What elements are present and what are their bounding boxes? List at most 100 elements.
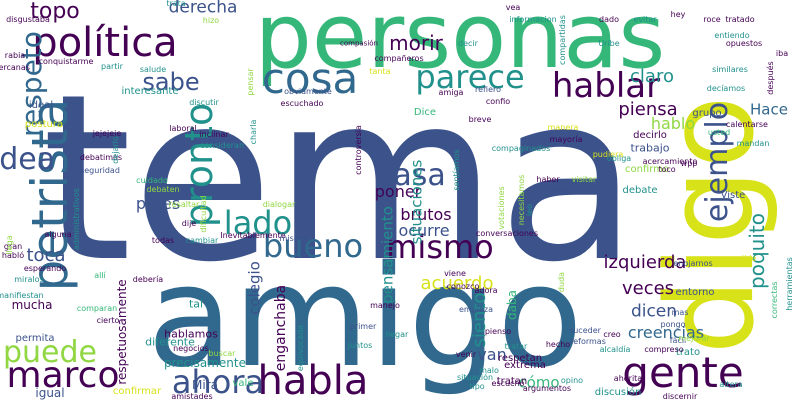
word-extrema: extrema [504, 360, 546, 371]
word-calentarse: calentarse [726, 120, 768, 129]
word-pienso: pienso [484, 327, 512, 336]
word-diferente: diferente [145, 335, 195, 349]
word-veces: veces [621, 278, 675, 299]
word-alcaldía: alcaldía [599, 345, 631, 354]
word-morir: morir [389, 31, 443, 55]
word-cercanas: cercanas [0, 63, 30, 72]
word-rabia: rabia [4, 51, 26, 60]
word-opino: opino [560, 376, 584, 385]
word-ideal: ideal [28, 100, 54, 111]
word-debaten: debaten [146, 185, 180, 194]
word-ahora: ahora [171, 363, 265, 400]
word-enganchaba: enganchaba [273, 284, 289, 372]
word-puede: puede [2, 335, 98, 370]
word-dije: dije [181, 219, 197, 228]
word-altera: altera [719, 380, 743, 389]
word-allí: allí [94, 271, 106, 280]
word-evitar: evitar [633, 15, 657, 24]
word-daba: daba [505, 290, 519, 320]
word-pensamiento: pensamiento [378, 206, 397, 304]
word-grupo: grupo [692, 108, 722, 119]
word-manera: manera [547, 123, 579, 132]
word-creencias: creencias [627, 323, 705, 342]
word-confio: confio [485, 97, 511, 106]
word-opuestos: opuestos [725, 39, 763, 48]
word-refiero: refiero [474, 85, 502, 94]
word-manifiestan: manifiestan [0, 291, 44, 300]
word-jejejeje: jejejeje [92, 129, 122, 138]
word-toca: toca [26, 245, 66, 266]
word-similares: similares [712, 65, 748, 74]
word-viene: viene [444, 269, 466, 278]
word-permita: permita [15, 333, 55, 344]
word-toco: toco [658, 165, 676, 174]
word-habla: habla [257, 358, 369, 400]
word-viste: Viste [720, 190, 746, 201]
word-forma: forma [548, 185, 572, 194]
word-hizo: hizo [202, 16, 220, 25]
word-visitar: visitar [571, 175, 597, 184]
word-hace: Hace [750, 100, 788, 119]
word-gente: gente [622, 348, 744, 397]
word-piensa: piensa [618, 99, 678, 120]
word-ocurre: ocurre [398, 221, 450, 240]
word-controversia: controversia [354, 125, 363, 175]
word-trato: trato [675, 347, 701, 358]
word-dialogar: dialogar [262, 200, 296, 209]
word-cosa: cosa [261, 54, 359, 103]
word-pares: pares [135, 194, 181, 213]
word-marco: marco [6, 355, 120, 396]
word-tema: tema [41, 46, 639, 313]
word-entiendo: entiendo [714, 31, 750, 40]
word-idea: idea [0, 142, 56, 177]
word-mayoría: mayoría [549, 135, 583, 144]
word-poquito: poquito [745, 213, 769, 289]
word-parece: parece [415, 58, 525, 96]
word-tipo: tipo [469, 382, 485, 391]
word-amigo: amigo [147, 236, 583, 399]
word-misma: misma [279, 234, 307, 243]
word-discusión: discusión [594, 387, 642, 398]
word-tratar: tratar [504, 342, 528, 351]
word-siento: siento [469, 292, 490, 348]
word-alguna: alguna [44, 230, 72, 239]
word-obliga: obliga [606, 154, 632, 163]
word-herramientas: herramientas [785, 257, 794, 311]
word-hablamos: hablamos [164, 327, 218, 341]
word-izquierda: izquierda [603, 252, 687, 273]
word-mismo: mismo [386, 228, 494, 266]
word-laboral: laboral [169, 124, 197, 133]
word-después: después [766, 61, 775, 95]
word-debatimos: debatimos [79, 153, 123, 162]
word-disgustaba: disgustaba [6, 15, 50, 24]
word-obviamente: obviamente [284, 87, 332, 96]
word-decíamos: decíamos [706, 84, 746, 93]
word-inclinar: inclinar [199, 130, 229, 139]
word-discutir: discutir [189, 98, 219, 107]
word-van: van [477, 345, 507, 364]
word-miralos: miralos [14, 275, 44, 284]
word-cuidado: cuidado [136, 176, 168, 185]
word-cambiar: cambiar [185, 236, 219, 245]
word-escucho: escucho [491, 379, 525, 388]
word-votaciones: votaciones [497, 186, 506, 230]
word-decirlo: decirlo [633, 130, 667, 141]
word-esperando: esperando [23, 264, 67, 273]
word-precisamente: precisamente [164, 356, 246, 370]
word-hey: hey [670, 10, 686, 19]
word-vale: vale [232, 378, 254, 389]
word-tanta: tanta [369, 67, 391, 76]
word-venir: venir [455, 350, 477, 359]
word-conquistarme: conquistarme [38, 57, 94, 66]
word-discernir: discernir [662, 392, 698, 400]
word-conozco: conozco [446, 282, 480, 291]
word-interesante: interesante [121, 86, 179, 97]
word-compreso: compreso [644, 345, 684, 354]
word-negocios: negocios [173, 344, 209, 353]
word-partir: partir [101, 62, 123, 71]
word-colegio: colegio [245, 261, 264, 315]
word-roce: roce [703, 15, 721, 24]
word-mandan: mandan [736, 139, 770, 148]
word-compañeros: compañeros [374, 54, 424, 63]
word-amiga: amiga [438, 88, 464, 97]
